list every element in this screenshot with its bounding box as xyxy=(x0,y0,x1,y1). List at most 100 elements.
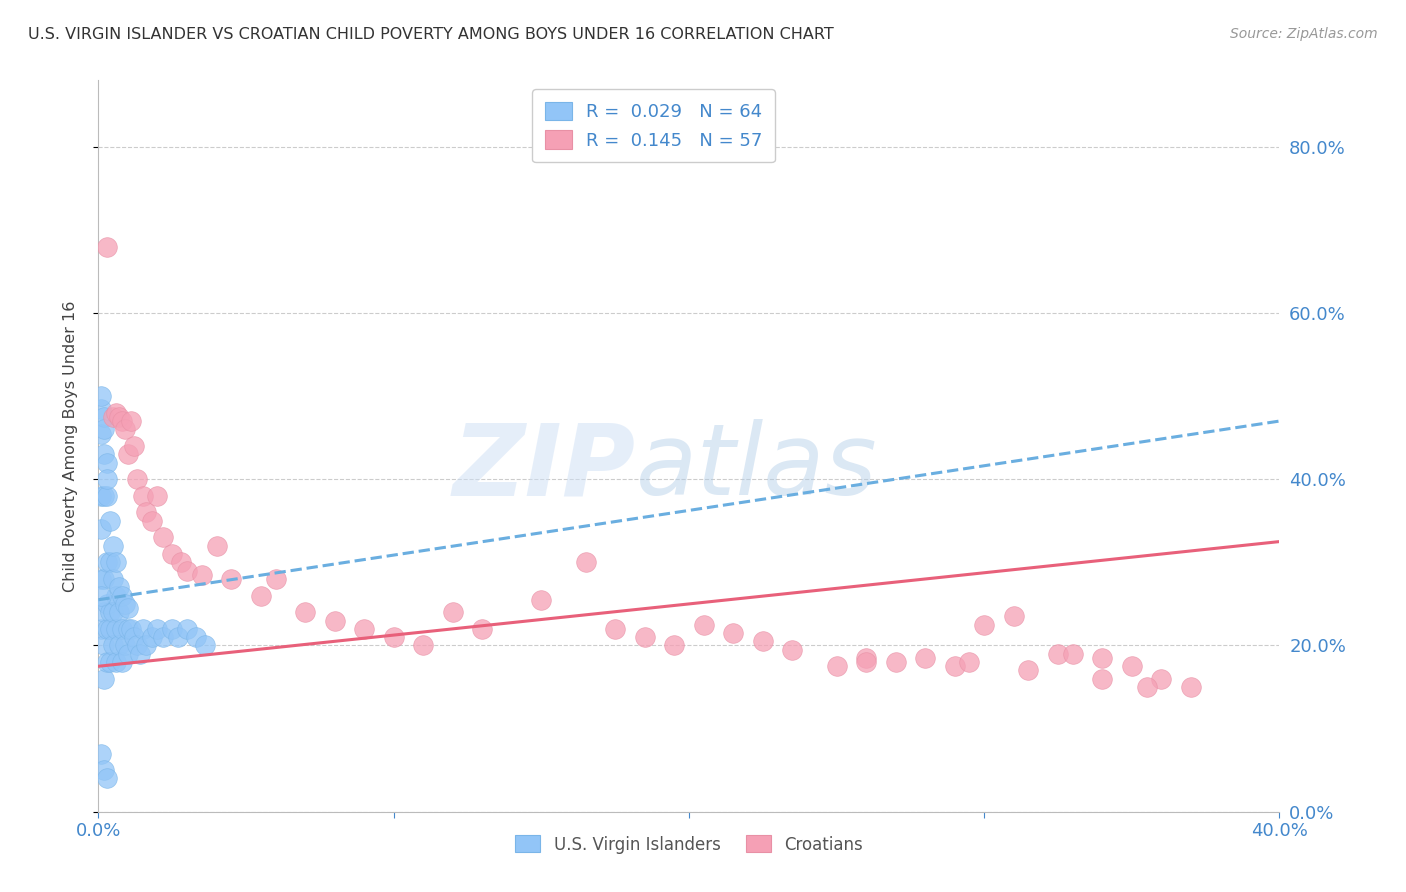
Point xyxy=(132,489,155,503)
Point xyxy=(98,514,121,528)
Point xyxy=(1062,647,1084,661)
Point xyxy=(117,622,139,636)
Legend: U.S. Virgin Islanders, Croatians: U.S. Virgin Islanders, Croatians xyxy=(508,827,870,862)
Point xyxy=(914,651,936,665)
Point xyxy=(1046,647,1070,661)
Point xyxy=(103,572,125,586)
Point xyxy=(120,414,142,428)
Point xyxy=(943,659,966,673)
Text: atlas: atlas xyxy=(636,419,877,516)
Point xyxy=(575,555,598,569)
Y-axis label: Child Poverty Among Boys Under 16: Child Poverty Among Boys Under 16 xyxy=(63,301,77,591)
Point xyxy=(1150,672,1173,686)
Point xyxy=(264,572,287,586)
Point xyxy=(194,639,217,653)
Point xyxy=(93,605,115,619)
Point xyxy=(693,617,716,632)
Point xyxy=(93,489,115,503)
Point xyxy=(96,239,118,253)
Point xyxy=(353,622,375,636)
Point xyxy=(96,655,118,669)
Point xyxy=(105,589,128,603)
Point xyxy=(167,630,190,644)
Point xyxy=(664,639,686,653)
Point xyxy=(128,647,150,661)
Point xyxy=(184,630,207,644)
Point xyxy=(90,747,112,761)
Point xyxy=(973,617,995,632)
Point xyxy=(634,630,657,644)
Point xyxy=(146,489,169,503)
Point xyxy=(530,592,553,607)
Point xyxy=(90,426,112,441)
Text: Source: ZipAtlas.com: Source: ZipAtlas.com xyxy=(1230,27,1378,41)
Point xyxy=(117,447,139,461)
Point xyxy=(96,597,118,611)
Point xyxy=(125,472,148,486)
Point xyxy=(1091,672,1114,686)
Point xyxy=(141,630,163,644)
Point xyxy=(221,572,243,586)
Point xyxy=(825,659,848,673)
Point xyxy=(135,506,157,520)
Point xyxy=(96,456,118,470)
Point xyxy=(90,589,112,603)
Point xyxy=(884,655,907,669)
Point xyxy=(152,630,174,644)
Point xyxy=(471,622,494,636)
Point xyxy=(96,489,118,503)
Point xyxy=(1018,664,1040,678)
Point xyxy=(323,614,346,628)
Point xyxy=(382,630,405,644)
Point xyxy=(93,572,115,586)
Point xyxy=(162,622,183,636)
Point xyxy=(96,772,118,786)
Point xyxy=(103,539,125,553)
Point xyxy=(93,672,115,686)
Point xyxy=(135,639,157,653)
Point xyxy=(1180,680,1202,694)
Point xyxy=(98,655,121,669)
Point xyxy=(93,409,115,424)
Point xyxy=(103,605,125,619)
Point xyxy=(782,642,804,657)
Point xyxy=(90,401,112,416)
Point xyxy=(176,564,198,578)
Point xyxy=(90,389,112,403)
Point xyxy=(114,597,136,611)
Point xyxy=(176,622,198,636)
Point xyxy=(90,522,112,536)
Point xyxy=(152,530,174,544)
Point xyxy=(93,763,115,777)
Point xyxy=(441,605,464,619)
Point xyxy=(117,601,139,615)
Point xyxy=(146,622,169,636)
Point xyxy=(141,514,163,528)
Point xyxy=(108,409,131,424)
Point xyxy=(111,414,134,428)
Point xyxy=(412,639,434,653)
Point xyxy=(98,605,121,619)
Point xyxy=(90,572,112,586)
Point xyxy=(170,555,193,569)
Point xyxy=(98,622,121,636)
Point xyxy=(855,651,877,665)
Point xyxy=(723,626,745,640)
Point xyxy=(1121,659,1143,673)
Point xyxy=(90,622,112,636)
Point xyxy=(96,555,118,569)
Point xyxy=(93,447,115,461)
Point xyxy=(93,639,115,653)
Point xyxy=(752,634,775,648)
Point xyxy=(855,655,877,669)
Point xyxy=(114,639,136,653)
Point xyxy=(114,422,136,436)
Point xyxy=(105,406,128,420)
Point xyxy=(111,589,134,603)
Point xyxy=(105,555,128,569)
Point xyxy=(294,605,316,619)
Point xyxy=(191,567,214,582)
Point xyxy=(205,539,228,553)
Point xyxy=(111,622,134,636)
Point xyxy=(162,547,183,561)
